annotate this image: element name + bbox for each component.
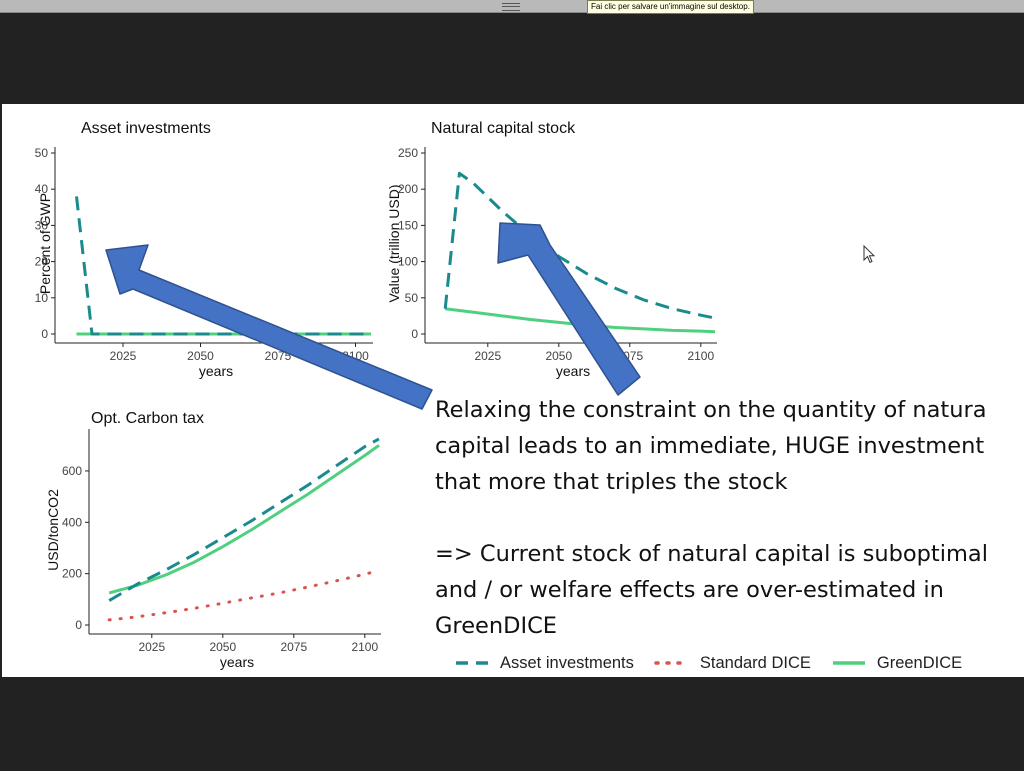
mouse-pointer-icon — [863, 245, 876, 264]
chart-title: Asset investments — [81, 120, 211, 137]
slide-body-text: Relaxing the constraint on the quantity … — [435, 392, 1024, 644]
slide-image: Asset investments 0 10 20 30 40 50 2025 2050 2075… — [2, 104, 1024, 677]
y-tick-label: 100 — [398, 255, 418, 269]
y-tick-label: 10 — [35, 291, 49, 305]
y-tick-label: 200 — [398, 182, 418, 196]
y-tick-label: 50 — [405, 291, 419, 305]
x-tick-label: 2050 — [545, 349, 572, 363]
paragraph-2: => Current stock of natural capital is s… — [435, 536, 1024, 644]
y-tick-label: 600 — [62, 464, 82, 478]
y-tick-label: 40 — [35, 182, 49, 196]
save-image-tooltip: Fai clic per salvare un'immagine sul des… — [587, 0, 754, 14]
y-tick-label: 0 — [41, 327, 48, 341]
legend-label: GreenDICE — [876, 653, 963, 672]
paragraph-2-line: => Current stock of natural capital is s… — [435, 541, 988, 567]
y-tick-label: 150 — [398, 218, 418, 232]
paragraph-1-line: Relaxing the constraint on the quantity … — [435, 397, 987, 423]
y-tick-label: 200 — [62, 567, 82, 581]
series-line-greendice — [108, 444, 380, 595]
x-tick-label: 2050 — [209, 640, 236, 654]
legend-item-standard-dice: Standard DICE — [654, 654, 811, 673]
chart-opt-carbon-tax: Opt. Carbon tax 0 200 400 600 2025 2050 2075 210… — [45, 410, 381, 670]
chart-legend: Asset investments Standard DICE GreenDIC… — [454, 653, 982, 673]
viewer-toolbar — [0, 0, 1024, 13]
chart-title: Opt. Carbon tax — [91, 410, 204, 427]
x-tick-label: 2025 — [138, 640, 165, 654]
y-axis-label: USD/tonCO2 — [45, 489, 61, 571]
x-axis-label: years — [556, 363, 590, 379]
series-line-asset-investments — [443, 171, 716, 320]
x-tick-label: 2100 — [687, 349, 714, 363]
x-tick-label: 2025 — [110, 349, 137, 363]
chart-title: Natural capital stock — [431, 120, 576, 137]
charts-canvas: Asset investments 0 10 20 30 40 50 2025 2050 2075… — [35, 120, 717, 670]
paragraph-2-line: and / or welfare effects are over-estima… — [435, 577, 944, 603]
x-tick-label: 2050 — [187, 349, 214, 363]
y-axis-label: Percent of GWP — [37, 193, 53, 294]
x-axis-label: years — [199, 363, 233, 379]
x-tick-label: 2100 — [351, 640, 378, 654]
y-tick-label: 250 — [398, 146, 418, 160]
y-axis-label: Value (trillion USD) — [386, 185, 402, 303]
series-line-asset-investments — [108, 437, 380, 602]
y-tick-label: 0 — [411, 327, 418, 341]
legend-key-solid — [832, 661, 865, 665]
annotation-arrow-right — [497, 222, 641, 396]
annotation-arrow-left — [105, 244, 433, 410]
series-line-asset-investments — [75, 196, 371, 336]
y-tick-label: 20 — [35, 255, 49, 269]
legend-item-asset-investments: Asset investments — [454, 654, 634, 673]
paragraph-2-line: GreenDICE — [435, 613, 558, 639]
x-tick-label: 2075 — [280, 640, 307, 654]
paragraph-1: Relaxing the constraint on the quantity … — [435, 392, 1024, 500]
y-tick-label: 0 — [75, 618, 82, 632]
x-tick-label: 2025 — [474, 349, 501, 363]
legend-item-greendice: GreenDICE — [831, 654, 962, 673]
legend-key-dashed — [456, 661, 488, 665]
resize-grip-icon[interactable] — [502, 3, 520, 11]
y-tick-label: 30 — [35, 218, 49, 232]
chart-natural-capital-stock: Natural capital stock 0 50 100 150 200 250 2025… — [386, 120, 717, 379]
x-axis-label: years — [220, 654, 254, 670]
paragraph-1-line: that more that triples the stock — [435, 469, 788, 495]
legend-label: Asset investments — [500, 653, 634, 672]
y-tick-label: 50 — [35, 146, 49, 160]
paragraph-1-line: capital leads to an immediate, HUGE inve… — [435, 433, 985, 459]
legend-label: Standard DICE — [699, 653, 811, 672]
y-tick-label: 400 — [62, 515, 82, 529]
legend-key-dotted — [654, 661, 690, 665]
series-line-standard-dice — [107, 569, 381, 622]
